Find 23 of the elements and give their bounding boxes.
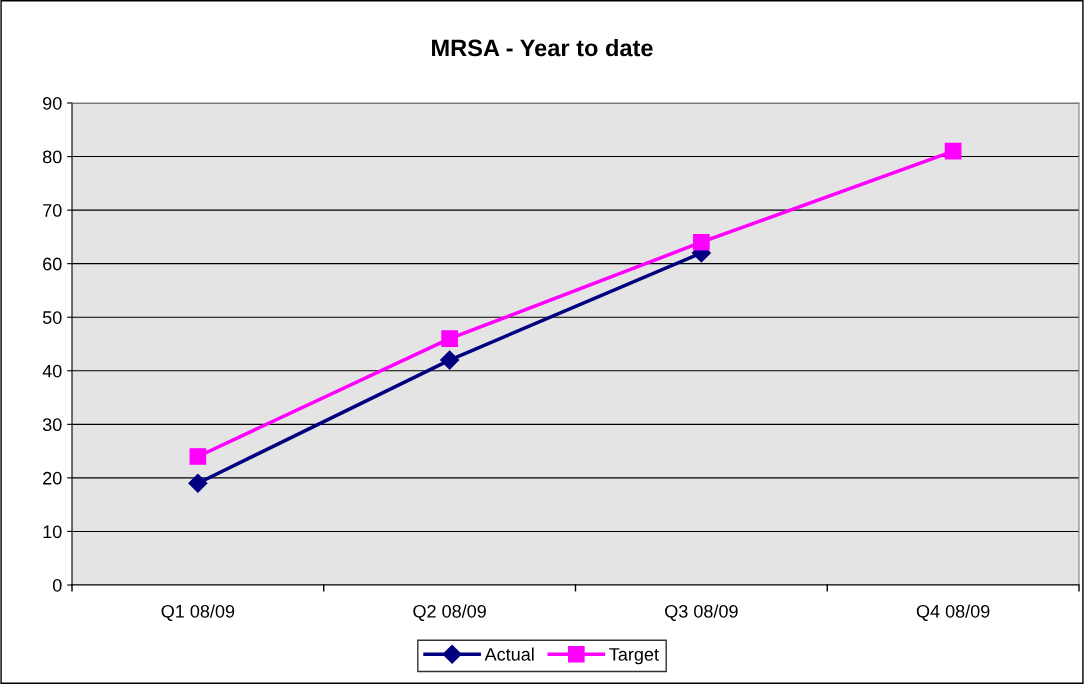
x-tick-label: Q2 08/09 bbox=[413, 604, 486, 621]
x-tick-label: Q4 08/09 bbox=[916, 604, 990, 621]
y-tick-label: 40 bbox=[42, 364, 62, 378]
y-tick-label: 80 bbox=[42, 150, 62, 164]
y-tick-label: 90 bbox=[43, 96, 62, 110]
point bbox=[441, 330, 458, 347]
legend-label: Actual bbox=[484, 647, 534, 661]
point bbox=[188, 473, 208, 493]
y-tick-label: 20 bbox=[43, 471, 62, 485]
y-tick-label: 60 bbox=[43, 257, 62, 271]
y-tick-label: 10 bbox=[43, 525, 62, 539]
y-tick-label: 0 bbox=[52, 578, 62, 592]
chart-title: MRSA - Year to date bbox=[432, 39, 653, 57]
legend-label: Target bbox=[609, 648, 659, 665]
x-tick-label: Q3 08/09 bbox=[665, 604, 738, 621]
x-tick-label: Q1 08/09 bbox=[161, 604, 235, 621]
point bbox=[944, 142, 962, 160]
point bbox=[189, 448, 207, 465]
y-tick-label: 70 bbox=[43, 204, 62, 217]
point bbox=[440, 350, 460, 370]
point bbox=[693, 233, 710, 251]
y-tick-label: 50 bbox=[42, 311, 62, 324]
y-tick-label: 30 bbox=[42, 418, 62, 432]
